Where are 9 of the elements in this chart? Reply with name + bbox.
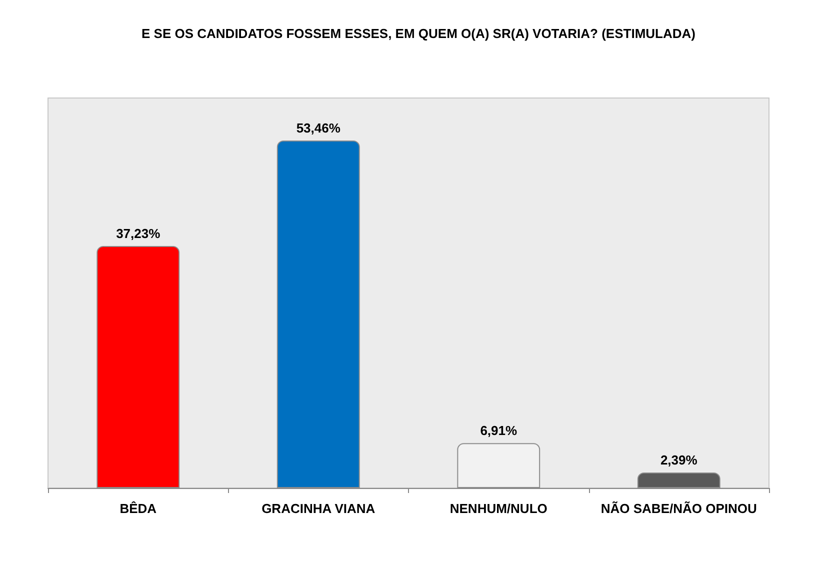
data-label: 2,39% [660,452,698,468]
x-tick-label: GRACINHA VIANA [262,501,376,516]
x-tick-label: NÃO SABE/NÃO OPINOU [600,501,757,516]
x-tick-label: BÊDA [120,501,158,516]
x-tick-label: NENHUM/NULO [450,501,548,516]
data-label: 6,91% [480,423,518,438]
chart-title: E SE OS CANDIDATOS FOSSEM ESSES, EM QUEM O(A) SR(A) VOTARIA? (ESTIMULADA) [142,26,696,41]
data-label: 53,46% [296,120,341,136]
data-label: 37,23% [116,226,161,242]
